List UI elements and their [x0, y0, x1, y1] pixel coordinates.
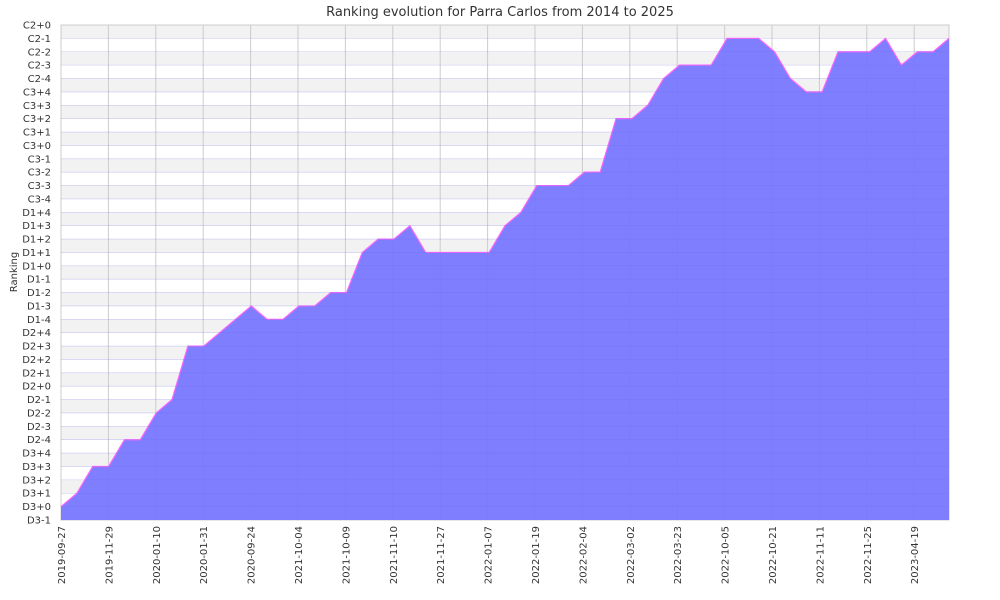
x-tick-label: 2022-10-05 [721, 526, 732, 584]
y-tick-label: D2-4 [27, 435, 51, 446]
y-tick-label: D3-1 [27, 516, 51, 527]
y-tick-label: D1-3 [27, 301, 51, 312]
row-band [61, 78, 949, 92]
x-tick-label: 2022-01-19 [531, 526, 542, 584]
y-tick-label: D1+4 [22, 208, 51, 219]
chart-title: Ranking evolution for Parra Carlos from … [326, 5, 674, 20]
y-tick-label: D2+1 [22, 368, 51, 379]
y-tick-label: C3+1 [23, 128, 51, 139]
y-tick-labels: D3-1 D3+0 D3+1 D3+2 D3+3 D3+4 D2-4 D2-3 D2-2 D2-1… [22, 21, 51, 527]
row-band [61, 51, 949, 66]
y-tick-label: D1+2 [22, 235, 51, 246]
x-tick-label: 2019-09-27 [57, 526, 68, 584]
y-tick-label: D3+0 [22, 502, 51, 513]
y-tick-label: D1-1 [27, 275, 51, 286]
y-tick-label: C3-3 [28, 181, 51, 192]
y-tick-label: D1-4 [27, 315, 51, 326]
y-tick-label: C3+4 [23, 87, 51, 98]
y-tick-label: C3-2 [28, 168, 51, 179]
area-layer [60, 37, 950, 520]
x-tick-label: 2021-10-04 [294, 526, 305, 584]
y-tick-label: D3+3 [22, 462, 51, 473]
y-tick-label: D2-3 [27, 422, 51, 433]
x-tick-label: 2020-01-10 [152, 526, 163, 584]
x-tick-label: 2022-10-21 [768, 526, 779, 584]
series-line [60, 37, 950, 508]
y-tick-label: D2+3 [22, 342, 51, 353]
x-tick-label: 2021-11-10 [389, 526, 400, 584]
x-tick-label: 2022-02-04 [578, 526, 589, 584]
y-tick-label: D1+1 [22, 248, 51, 259]
row-band [61, 38, 949, 52]
row-band [61, 65, 949, 79]
y-tick-label: D3+1 [22, 489, 51, 500]
y-tick-label: C3-4 [28, 194, 51, 205]
row-band [61, 25, 949, 39]
y-axis-label: Ranking [9, 252, 20, 292]
x-tick-label: 2021-11-27 [436, 526, 447, 584]
y-tick-label: D3+2 [22, 475, 51, 486]
y-tick-label: C2-2 [28, 47, 51, 58]
x-tick-label: 2022-11-11 [815, 526, 826, 584]
x-tick-label: 2020-01-31 [199, 526, 210, 584]
x-tick-label: 2023-04-19 [910, 526, 921, 584]
x-tick-label: 2022-01-07 [484, 526, 495, 584]
area-fill [61, 38, 949, 520]
y-tick-label: C2+0 [23, 21, 51, 32]
y-tick-label: D2-2 [27, 408, 51, 419]
y-tick-label: C2-4 [28, 74, 51, 85]
y-tick-label: C2-3 [28, 61, 51, 72]
y-tick-label: D3+4 [22, 449, 51, 460]
y-tick-label: D2+0 [22, 382, 51, 393]
y-tick-label: D1+3 [22, 221, 51, 232]
y-tick-label: C3+0 [23, 141, 51, 152]
x-tick-label: 2019-11-29 [104, 526, 115, 584]
y-tick-label: D1+0 [22, 261, 51, 272]
y-tick-label: D1-2 [27, 288, 51, 299]
y-tick-label: D2-1 [27, 395, 51, 406]
x-tick-label: 2020-09-24 [247, 526, 258, 584]
x-tick-label: 2022-03-02 [626, 526, 637, 584]
x-tick-label: 2022-03-23 [673, 526, 684, 584]
y-tick-label: C3+2 [23, 114, 51, 125]
y-tick-label: C2-1 [28, 34, 51, 45]
y-tick-label: C3+3 [23, 101, 51, 112]
x-tick-labels: 2019-09-27 2019-11-29 2020-01-10 2020-01-31… [57, 526, 921, 584]
x-tick-label: 2022-11-25 [863, 526, 874, 584]
y-tick-label: D2+2 [22, 355, 51, 366]
x-tick-label: 2021-10-09 [341, 526, 352, 584]
y-tick-label: C3-1 [28, 154, 51, 165]
y-tick-label: D2+4 [22, 328, 51, 339]
